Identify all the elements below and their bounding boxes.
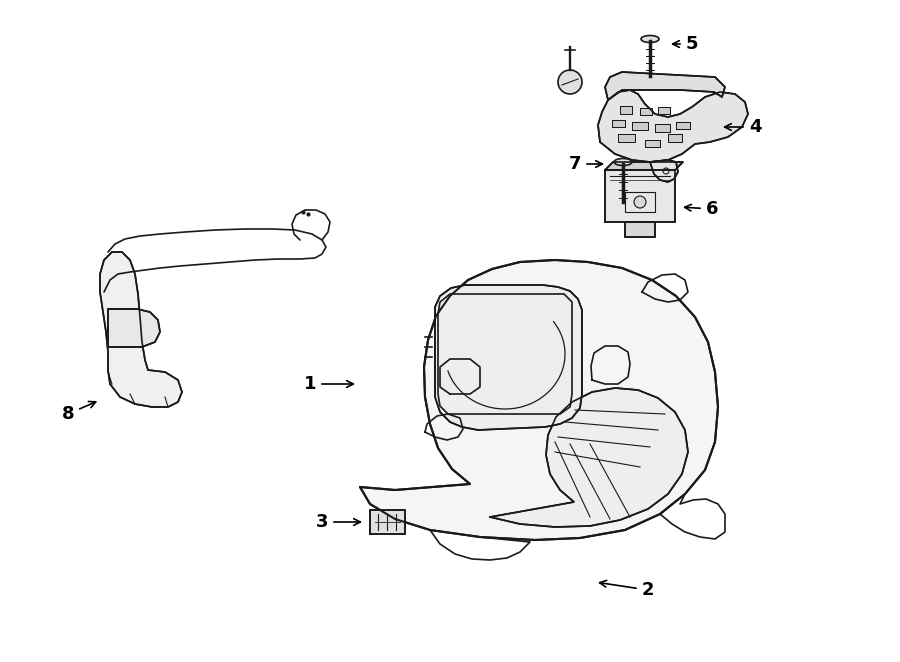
Ellipse shape: [614, 158, 632, 166]
Circle shape: [558, 70, 582, 94]
Text: 5: 5: [672, 35, 698, 53]
Text: 8: 8: [62, 401, 95, 423]
Polygon shape: [618, 134, 635, 142]
Text: 4: 4: [724, 118, 761, 136]
Ellipse shape: [641, 36, 659, 42]
Polygon shape: [668, 134, 682, 142]
Polygon shape: [640, 108, 652, 115]
Text: 3: 3: [316, 513, 360, 531]
Polygon shape: [658, 107, 670, 114]
Polygon shape: [435, 285, 582, 430]
Circle shape: [634, 196, 646, 208]
Polygon shape: [598, 90, 748, 162]
Polygon shape: [625, 222, 655, 237]
Text: 1: 1: [304, 375, 354, 393]
Polygon shape: [676, 122, 690, 129]
Polygon shape: [370, 510, 405, 534]
Polygon shape: [100, 252, 182, 407]
Polygon shape: [632, 122, 648, 130]
Text: 7: 7: [569, 155, 602, 173]
Text: 6: 6: [685, 200, 718, 218]
Bar: [625, 192, 655, 212]
Text: 2: 2: [599, 581, 654, 599]
Polygon shape: [605, 162, 683, 170]
Polygon shape: [360, 260, 718, 540]
Polygon shape: [108, 309, 160, 347]
Polygon shape: [645, 140, 660, 147]
Polygon shape: [612, 120, 625, 127]
Polygon shape: [650, 160, 678, 182]
Polygon shape: [655, 124, 670, 132]
Polygon shape: [620, 106, 632, 114]
Polygon shape: [605, 72, 725, 100]
Polygon shape: [605, 170, 675, 222]
Polygon shape: [490, 388, 688, 527]
